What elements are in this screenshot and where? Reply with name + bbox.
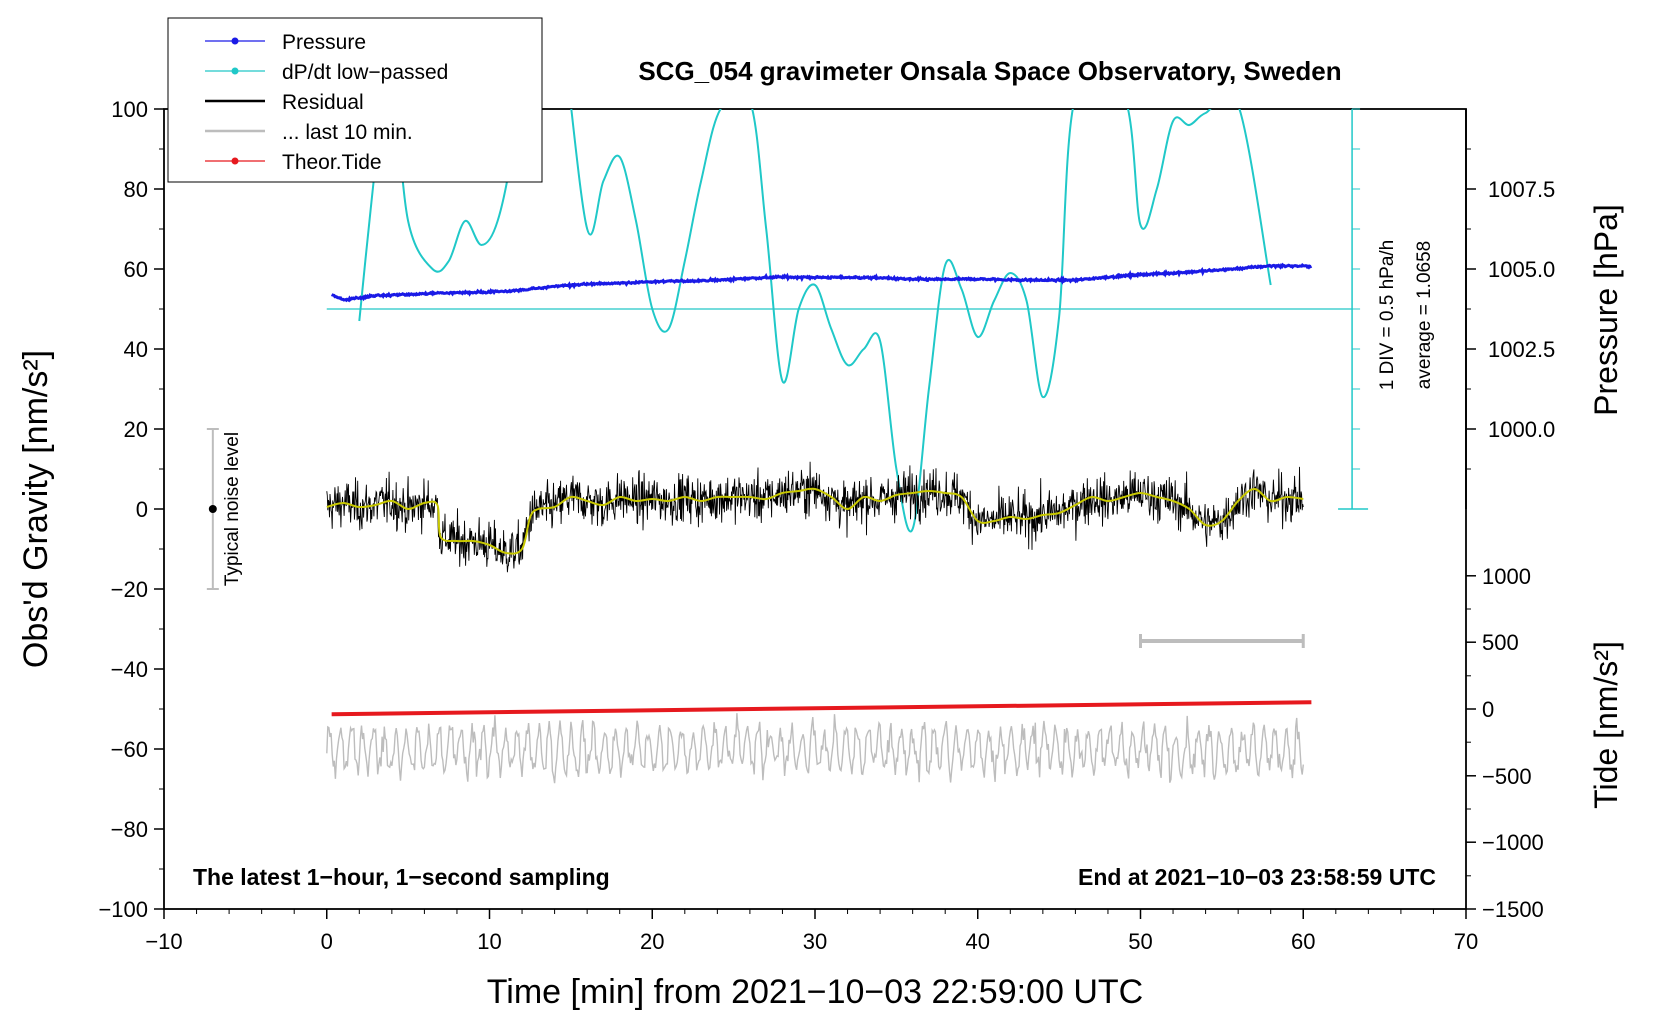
x-tick-label: 50 — [1128, 929, 1152, 954]
legend-label: Residual — [282, 91, 364, 114]
legend-label: ... last 10 min. — [282, 121, 413, 144]
dpdt-average-label: average = 1.0658 — [1414, 241, 1435, 389]
x-axis-label: Time [min] from 2021−10−03 22:59:00 UTC — [487, 973, 1143, 1011]
x-tick-label: 30 — [803, 929, 827, 954]
legend-swatch-dot — [231, 157, 239, 165]
tide-tick-label: 0 — [1482, 697, 1494, 722]
y-tick-label: 60 — [124, 257, 148, 282]
pressure-tick-label: 1000.0 — [1488, 417, 1555, 442]
pressure-tick-label: 1002.5 — [1488, 337, 1555, 362]
y-tick-label: 40 — [124, 337, 148, 362]
y-tick-label: 80 — [124, 177, 148, 202]
x-tick-label: 0 — [321, 929, 333, 954]
x-tick-label: 20 — [640, 929, 664, 954]
legend-label: dP/dt low−passed — [282, 61, 448, 84]
y-axis-label-pressure: Pressure [hPa] — [1588, 204, 1624, 416]
y-axis-label-tide: Tide [nm/s²] — [1588, 641, 1624, 809]
tide-series-line — [331, 700, 1312, 717]
tide-tick-label: 500 — [1482, 630, 1519, 655]
y-tick-label: −100 — [98, 897, 148, 922]
tide-tick-label: −500 — [1482, 764, 1532, 789]
y-tick-label: −80 — [111, 817, 148, 842]
x-tick-label: 40 — [966, 929, 990, 954]
pressure-tick-label: 1007.5 — [1488, 177, 1555, 202]
pressure-series-line — [330, 262, 1313, 303]
legend-swatch-dot — [231, 67, 239, 75]
tide-tick-label: −1000 — [1482, 830, 1544, 855]
tide-tick-label: 1000 — [1482, 564, 1531, 589]
y-tick-label: 20 — [124, 417, 148, 442]
annotation-end-time: End at 2021−10−03 23:58:59 UTC — [1078, 864, 1436, 890]
legend: Pressure dP/dt low−passed Residual ... last… — [167, 17, 543, 183]
y-tick-label: −20 — [111, 577, 148, 602]
y-tick-label: −40 — [111, 657, 148, 682]
last-10-min-series-line — [326, 713, 1304, 784]
legend-swatch-dot — [231, 37, 239, 45]
residual-smoothed-line — [326, 487, 1304, 555]
legend-label: Theor.Tide — [282, 151, 382, 174]
x-tick-label: 70 — [1454, 929, 1478, 954]
noise-level-center-dot — [208, 505, 217, 513]
x-tick-label: −10 — [145, 929, 182, 954]
tide-tick-label: −1500 — [1482, 897, 1544, 922]
dpdt-div-label: 1 DIV = 0.5 hPa/h — [1377, 240, 1398, 391]
chart-title: SCG_054 gravimeter Onsala Space Observat… — [638, 56, 1341, 86]
residual-series-line — [326, 461, 1304, 573]
y-tick-label: −60 — [111, 737, 148, 762]
x-tick-label: 60 — [1291, 929, 1315, 954]
legend-label: Pressure — [282, 31, 366, 54]
y-tick-label: 0 — [136, 497, 148, 522]
y-axis-label-gravity: Obs'd Gravity [nm/s²] — [17, 350, 55, 668]
dpdt-series-line — [358, 109, 1272, 533]
annotation-sampling: The latest 1−hour, 1−second sampling — [193, 864, 610, 890]
pressure-tick-label: 1005.0 — [1488, 257, 1555, 282]
x-tick-label: 10 — [477, 929, 501, 954]
noise-level-label: Typical noise level — [222, 432, 243, 586]
y-tick-label: 100 — [111, 97, 148, 122]
